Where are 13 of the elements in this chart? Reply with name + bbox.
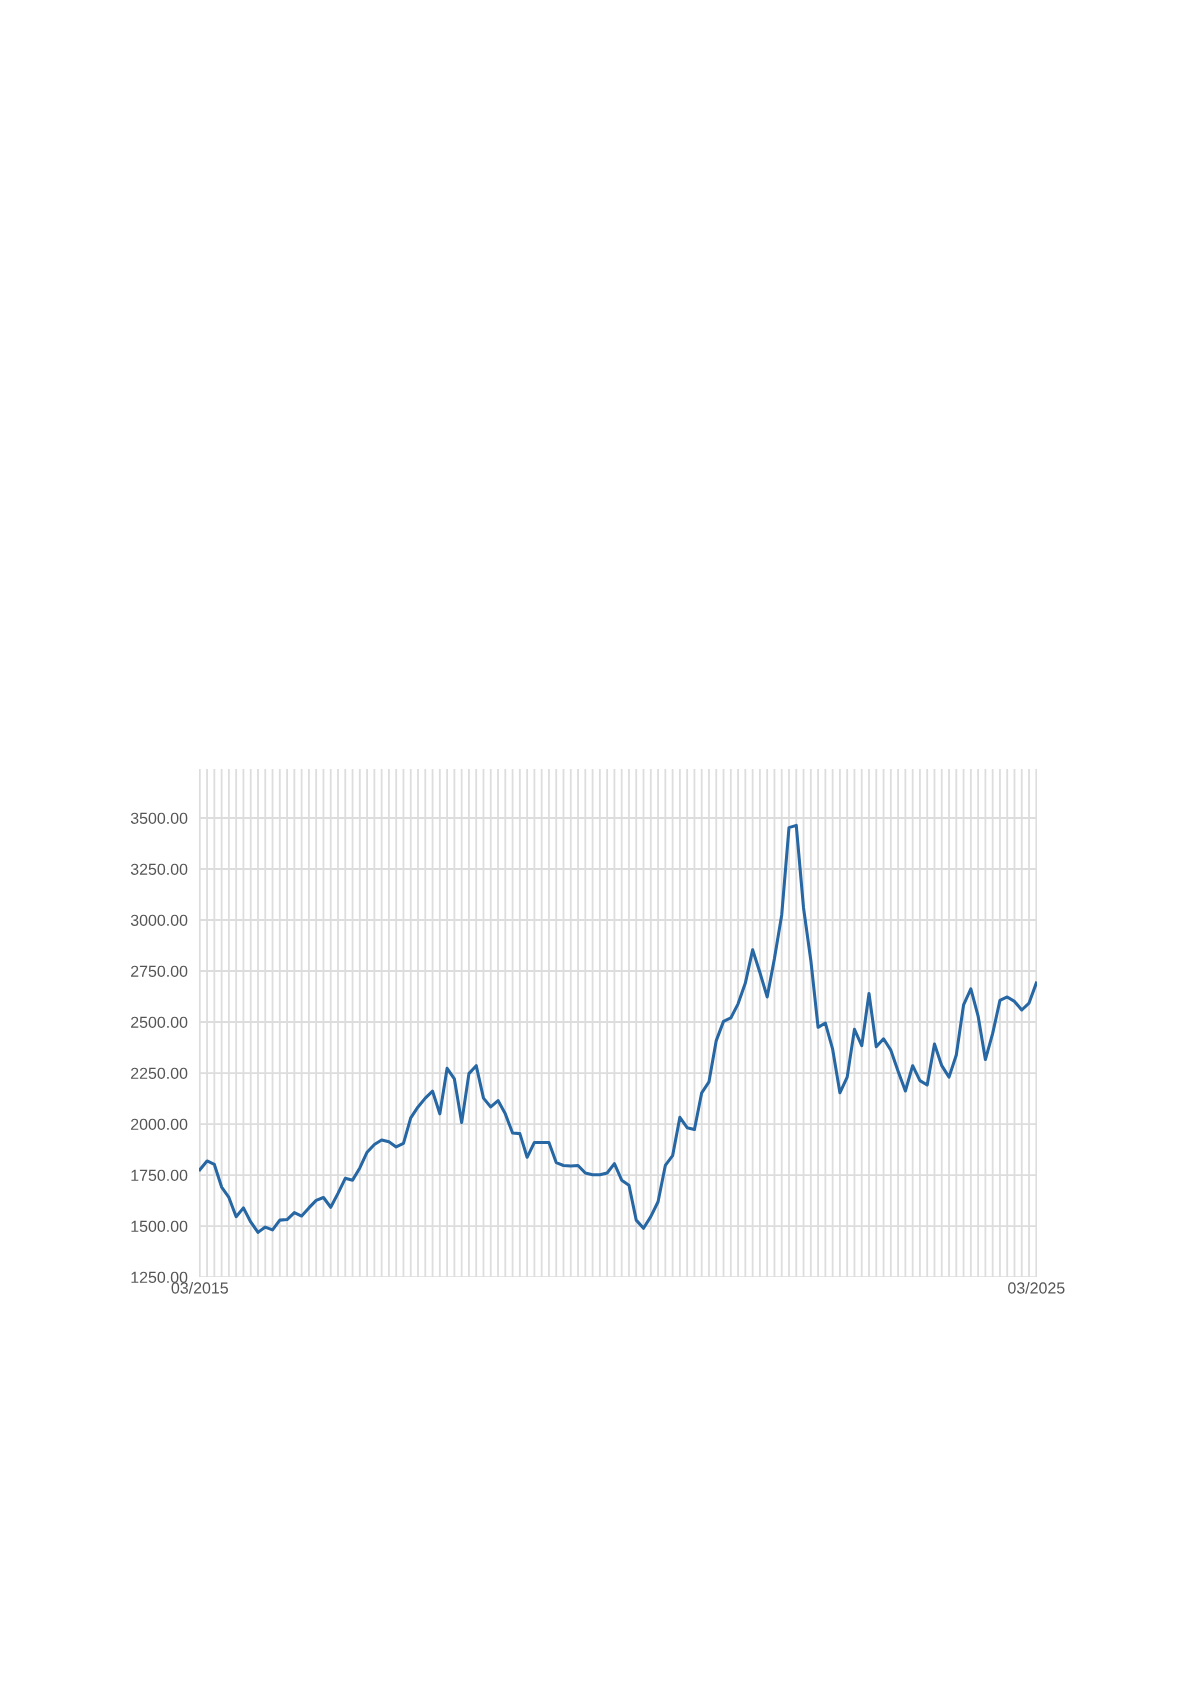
x-tick-label: 03/2015 <box>171 1281 228 1294</box>
y-tick-label: 2750.00 <box>131 965 188 977</box>
y-tick-label: 3000.00 <box>130 914 188 926</box>
y-tick-label: 2250.00 <box>131 1067 188 1079</box>
y-tick-label: 1500.00 <box>131 1220 188 1232</box>
y-tick-label: 1250.00 <box>131 1271 188 1284</box>
y-tick-label: 3250.00 <box>130 863 188 875</box>
y-tick-label: 3500.00 <box>130 812 188 824</box>
y-tick-label: 2000.00 <box>131 1118 188 1130</box>
line-series <box>199 823 1038 1234</box>
y-tick-label: 1750.00 <box>131 1169 188 1181</box>
x-tick-label: 03/2025 <box>1008 1281 1065 1294</box>
y-tick-label: 2500.00 <box>131 1016 188 1028</box>
